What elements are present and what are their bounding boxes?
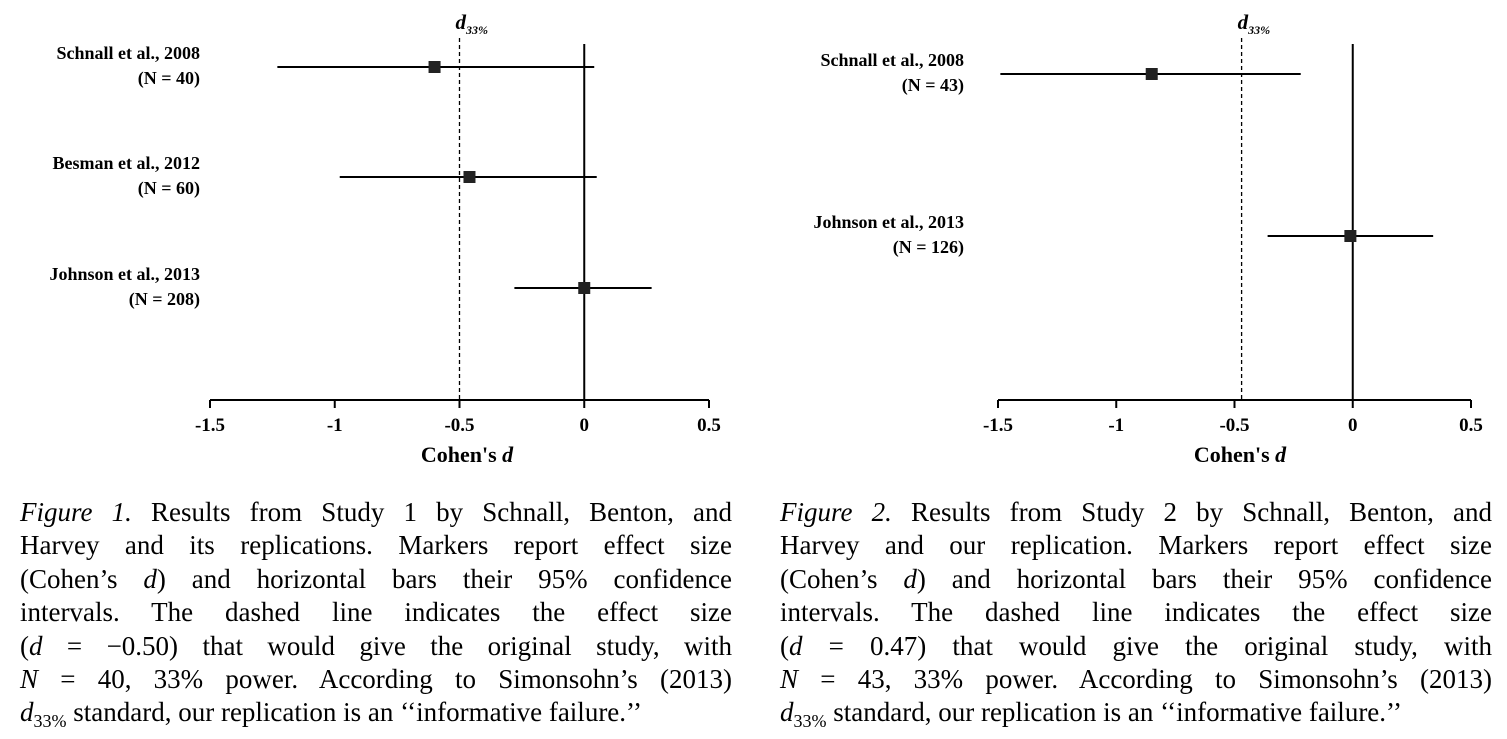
effect-size-marker bbox=[578, 282, 591, 294]
effect-size-marker bbox=[1145, 68, 1158, 80]
caption-line: Harvey and its replications. Markers rep… bbox=[20, 529, 732, 562]
study-n-label: (N = 126) bbox=[893, 237, 964, 258]
caption-variable: N bbox=[20, 664, 39, 695]
d33-label-subscript: 33% bbox=[465, 23, 488, 37]
caption-line: N = 40, 33% power. According to Simonsoh… bbox=[20, 663, 732, 696]
study-name-label: Schnall et al., 2008 bbox=[820, 50, 964, 70]
caption-line: (Cohen’s d) and horizontal bars their 95… bbox=[780, 563, 1492, 596]
caption-line: Figure 1. Results from Study 1 by Schnal… bbox=[20, 496, 732, 529]
study-name-label: Johnson et al., 2013 bbox=[49, 264, 200, 284]
caption-text: Harvey and its replications. Markers rep… bbox=[20, 530, 732, 561]
x-axis-label: Cohen's d bbox=[1194, 442, 1287, 467]
effect-size-marker bbox=[428, 61, 441, 73]
x-tick-label: 0 bbox=[1348, 415, 1358, 436]
caption-text: Results from Study 2 by Schnall, Benton,… bbox=[891, 497, 1493, 527]
caption-text: ) and horizontal bars their 95% confiden… bbox=[156, 563, 732, 594]
study-name-label: Johnson et al., 2013 bbox=[813, 212, 964, 232]
caption-text: (Cohen’s bbox=[20, 563, 144, 594]
caption-line: d33% standard, our replication is an ‘‘i… bbox=[780, 696, 1492, 738]
x-tick-label: 0.5 bbox=[1459, 415, 1483, 436]
x-axis-label: Cohen's d bbox=[421, 442, 514, 467]
caption-line: Figure 2. Results from Study 2 by Schnal… bbox=[780, 496, 1492, 529]
caption-text: intervals. The dashed line indicates the… bbox=[20, 597, 732, 628]
x-tick-label: -1 bbox=[327, 415, 343, 436]
caption-text: Results from Study 1 by Schnall, Benton,… bbox=[131, 497, 733, 527]
figure-number: Figure 1. bbox=[20, 497, 132, 527]
caption-line: Harvey and our replication. Markers repo… bbox=[780, 529, 1492, 562]
caption-text: ( bbox=[20, 630, 29, 661]
x-tick-label: 0.5 bbox=[697, 415, 721, 436]
caption-line: intervals. The dashed line indicates the… bbox=[780, 596, 1492, 629]
caption-text: intervals. The dashed line indicates the… bbox=[780, 597, 1492, 628]
d33-label-subscript: 33% bbox=[1247, 23, 1270, 37]
x-tick-label: -0.5 bbox=[444, 415, 474, 436]
caption-text: Harvey and our replication. Markers repo… bbox=[780, 530, 1492, 561]
caption-text: = 0.47) that would give the original stu… bbox=[802, 630, 1492, 661]
caption-subscript: 33% bbox=[33, 711, 67, 732]
figure-number: Figure 2. bbox=[780, 497, 892, 527]
caption-text: = −0.50) that would give the original st… bbox=[42, 630, 732, 661]
x-tick-label: -1.5 bbox=[983, 415, 1013, 436]
caption-text: standard, our replication is an ‘‘inform… bbox=[826, 697, 1403, 728]
caption-text: ) and horizontal bars their 95% confiden… bbox=[916, 563, 1492, 594]
caption-text: = 40, 33% power. According to Simonsohn’… bbox=[38, 664, 732, 695]
caption-text: ( bbox=[780, 630, 789, 661]
caption-variable: d bbox=[143, 563, 157, 594]
caption-variable: d bbox=[789, 630, 803, 661]
caption-line: (Cohen’s d) and horizontal bars their 95… bbox=[20, 563, 732, 596]
study-n-label: (N = 60) bbox=[138, 178, 200, 199]
caption-subscript: 33% bbox=[793, 711, 827, 732]
caption-line: (d = 0.47) that would give the original … bbox=[780, 630, 1492, 663]
study-n-label: (N = 43) bbox=[902, 75, 964, 96]
figure-1-caption: Figure 1. Results from Study 1 by Schnal… bbox=[20, 496, 732, 739]
caption-text: standard, our replication is an ‘‘inform… bbox=[66, 697, 643, 728]
x-tick-label: -0.5 bbox=[1219, 415, 1249, 436]
caption-line: N = 43, 33% power. According to Simonsoh… bbox=[780, 663, 1492, 696]
figure-2-caption: Figure 2. Results from Study 2 by Schnal… bbox=[780, 496, 1492, 739]
x-tick-label: 0 bbox=[580, 415, 590, 436]
effect-size-marker bbox=[463, 171, 476, 183]
study-n-label: (N = 208) bbox=[129, 289, 200, 310]
x-axis-label-variable: d bbox=[1275, 442, 1287, 467]
x-tick-label: -1 bbox=[1108, 415, 1124, 436]
caption-variable: d bbox=[903, 563, 917, 594]
x-tick-label: -1.5 bbox=[195, 415, 225, 436]
caption-text: (Cohen’s bbox=[780, 563, 904, 594]
d33-label: d33% bbox=[456, 10, 489, 37]
caption-line: (d = −0.50) that would give the original… bbox=[20, 630, 732, 663]
x-axis-label-variable: d bbox=[502, 442, 514, 467]
study-name-label: Schnall et al., 2008 bbox=[56, 43, 200, 63]
caption-variable: d bbox=[29, 630, 43, 661]
caption-variable: N bbox=[780, 664, 799, 695]
effect-size-marker bbox=[1344, 230, 1357, 242]
d33-label: d33% bbox=[1238, 10, 1271, 37]
caption-line: intervals. The dashed line indicates the… bbox=[20, 596, 732, 629]
caption-line: d33% standard, our replication is an ‘‘i… bbox=[20, 696, 732, 738]
study-name-label: Besman et al., 2012 bbox=[53, 153, 201, 173]
study-n-label: (N = 40) bbox=[138, 68, 200, 89]
caption-text: = 43, 33% power. According to Simonsohn’… bbox=[798, 664, 1492, 695]
caption-variable: d bbox=[20, 697, 34, 728]
caption-variable: d bbox=[780, 697, 794, 728]
